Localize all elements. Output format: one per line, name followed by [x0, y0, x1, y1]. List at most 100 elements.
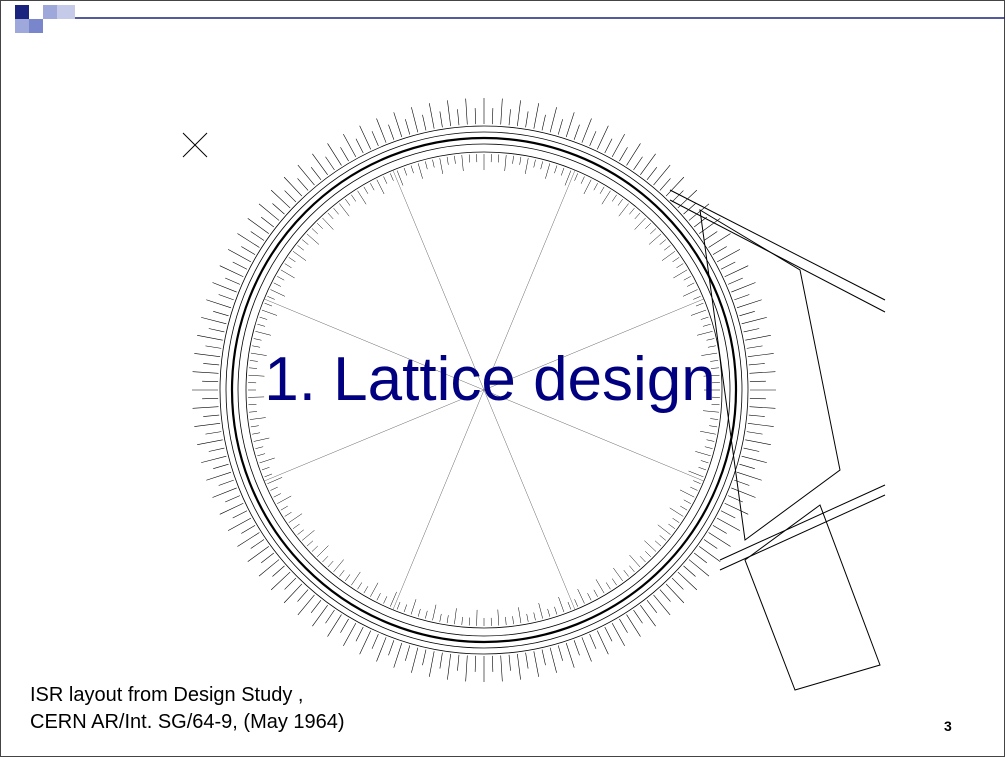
label-leader [339, 570, 345, 577]
axis-line [483, 298, 704, 391]
label-leader [716, 517, 741, 531]
label-leader [396, 601, 401, 610]
label-leader [283, 583, 303, 604]
label-leader [695, 302, 704, 307]
label-leader [311, 545, 318, 552]
label-leader [202, 398, 219, 400]
label-leader [250, 352, 267, 356]
label-leader [205, 345, 222, 349]
label-leader [376, 118, 387, 143]
label-leader [205, 431, 222, 435]
label-leader [693, 552, 708, 564]
label-leader [526, 613, 529, 622]
label-leader [259, 457, 275, 464]
label-leader [247, 546, 269, 562]
label-leader [273, 282, 281, 287]
label-leader [227, 249, 252, 263]
cross [182, 132, 208, 158]
label-leader [410, 165, 414, 174]
label-leader [264, 302, 273, 307]
label-leader [747, 423, 774, 427]
label-leader [671, 190, 684, 203]
label-leader [700, 430, 716, 435]
label-leader [706, 338, 715, 341]
beam-line [669, 189, 886, 301]
hall-outline [699, 209, 841, 541]
label-leader [707, 345, 716, 348]
label-leader [492, 655, 494, 672]
label-leader [683, 203, 696, 215]
label-leader [403, 167, 408, 176]
label-leader [557, 119, 563, 135]
label-leader [700, 460, 709, 464]
label-leader [277, 276, 285, 281]
label-leader [357, 582, 363, 590]
label-leader [653, 594, 671, 616]
label-leader [253, 338, 262, 341]
label-leader [564, 170, 572, 186]
page-number: 3 [944, 718, 952, 734]
label-leader [619, 618, 628, 633]
label-leader [333, 207, 339, 215]
label-leader [565, 112, 575, 138]
label-leader [533, 612, 536, 621]
label-leader [249, 417, 266, 420]
label-leader [208, 328, 225, 333]
label-leader [644, 540, 657, 552]
label-leader [447, 100, 451, 127]
label-leader [712, 246, 727, 255]
label-leader [327, 614, 342, 637]
label-leader [697, 331, 713, 336]
label-leader [264, 473, 273, 478]
label-leader [461, 616, 463, 625]
label-leader [640, 153, 656, 175]
label-leader [252, 345, 261, 348]
label-leader [688, 559, 710, 577]
deco-square [15, 19, 29, 33]
label-leader [677, 189, 698, 209]
label-leader [327, 212, 334, 220]
label-leader [583, 179, 592, 195]
label-leader [355, 138, 364, 154]
label-leader [213, 463, 229, 469]
label-leader [654, 540, 662, 547]
label-leader [605, 582, 611, 590]
label-leader [549, 647, 557, 673]
axis-line [392, 170, 485, 391]
label-leader [333, 559, 344, 573]
label-leader [316, 222, 323, 229]
label-leader [446, 156, 449, 165]
label-leader [355, 626, 364, 642]
label-leader [580, 176, 585, 184]
axis-line [392, 389, 485, 610]
label-leader [560, 167, 565, 176]
label-leader [741, 317, 767, 325]
label-leader [736, 299, 762, 309]
label-leader [192, 371, 219, 374]
label-leader [728, 495, 743, 503]
label-leader [208, 447, 225, 452]
label-leader [241, 246, 256, 255]
ring [219, 125, 749, 655]
label-leader [500, 655, 503, 682]
label-leader [197, 439, 223, 446]
label-leader [310, 166, 322, 181]
label-leader [393, 642, 403, 668]
label-leader [741, 455, 767, 463]
label-leader [634, 212, 641, 220]
label-leader [633, 156, 643, 171]
label-leader [599, 186, 605, 194]
label-leader [731, 487, 756, 498]
label-leader [212, 282, 237, 293]
label-leader [376, 637, 387, 662]
label-leader [439, 158, 444, 174]
label-leader [425, 610, 428, 619]
label-leader [512, 155, 514, 164]
label-leader [739, 463, 755, 469]
label-leader [272, 565, 285, 577]
label-leader [558, 596, 565, 613]
label-leader [589, 634, 597, 649]
label-leader [648, 233, 662, 245]
label-leader [672, 257, 680, 263]
